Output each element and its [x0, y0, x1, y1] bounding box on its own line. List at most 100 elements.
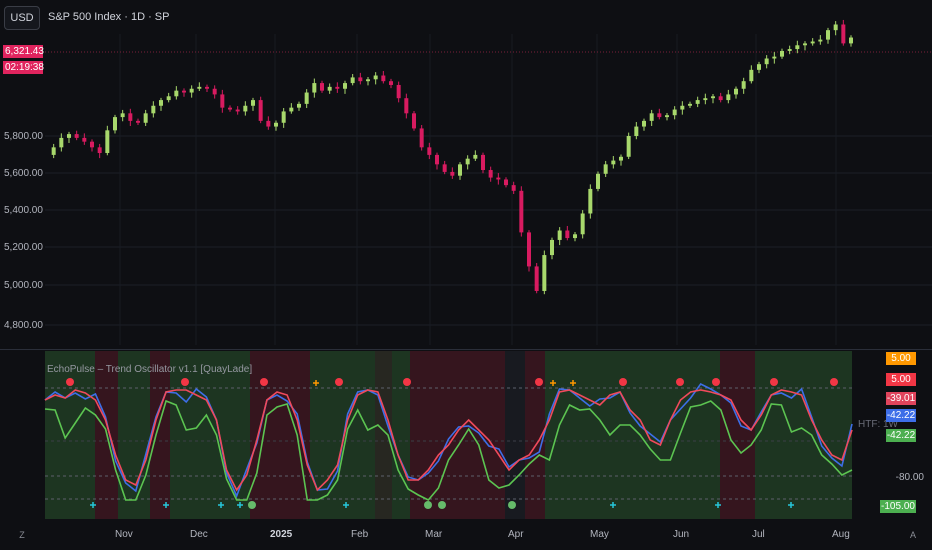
top-signal-dot — [66, 378, 74, 386]
top-signal-dot — [619, 378, 627, 386]
bottom-signal-dot — [248, 501, 256, 509]
candle-body — [803, 43, 807, 46]
candle-body — [780, 50, 784, 57]
candle-body — [350, 77, 355, 84]
candle-body — [634, 126, 639, 136]
candle-body — [665, 115, 669, 118]
candle-body — [703, 98, 708, 101]
candle-body — [557, 230, 562, 240]
candle-body — [826, 30, 830, 40]
candle-body — [649, 113, 654, 121]
top-signal-dot — [676, 378, 684, 386]
candle-body — [327, 86, 332, 91]
candle-body — [335, 86, 340, 89]
candle-body — [174, 90, 179, 97]
price-chart[interactable] — [0, 0, 932, 345]
time-label: Aug — [832, 529, 850, 540]
candle-body — [228, 107, 232, 110]
candle-body — [113, 117, 117, 131]
candle-body — [343, 83, 347, 89]
candle-body — [734, 88, 738, 95]
candle-body — [588, 188, 593, 214]
candle-body — [795, 45, 800, 50]
candle-body — [266, 120, 271, 127]
candle-body — [143, 113, 148, 123]
candle-body — [205, 86, 209, 89]
candle-body — [519, 190, 524, 233]
badge-blue: -42.22 — [886, 409, 916, 422]
candle-body — [435, 154, 439, 165]
timezone-button[interactable]: Z — [19, 530, 25, 540]
candle-body — [274, 122, 278, 127]
top-signal-dot — [770, 378, 778, 386]
candle-body — [189, 88, 194, 93]
price-axis-label: 5,600.00 — [4, 168, 43, 179]
candle-body — [51, 147, 56, 155]
candle-body — [220, 94, 225, 108]
candle-body — [67, 134, 71, 138]
candle-body — [833, 24, 838, 31]
candle-body — [59, 137, 64, 148]
candle-body — [527, 232, 531, 267]
price-axis-label: 5,000.00 — [4, 280, 43, 291]
candle-body — [366, 79, 370, 82]
bottom-signal-dot — [508, 501, 516, 509]
regime-band — [505, 351, 525, 519]
regime-band — [650, 351, 720, 519]
candle-body — [787, 49, 792, 51]
candle-body — [358, 77, 363, 82]
price-axis-label: 5,400.00 — [4, 205, 43, 216]
pane-separator[interactable] — [0, 349, 932, 350]
candle-body — [128, 113, 133, 121]
candle-body — [611, 160, 616, 165]
candle-body — [580, 213, 585, 235]
candle-body — [373, 75, 378, 80]
oscillator-title[interactable]: EchoPulse – Trend Oscillator v1.1 [QuayL… — [47, 364, 253, 375]
top-signal-dot — [403, 378, 411, 386]
candle-body — [458, 164, 462, 176]
candle-body — [396, 84, 401, 99]
osc-axis-label: -80.00 — [895, 472, 924, 483]
candle-body — [565, 230, 570, 239]
candle-body — [626, 136, 631, 157]
candle-body — [764, 58, 769, 65]
candle-body — [159, 100, 163, 106]
candle-body — [105, 130, 110, 154]
candle-body — [289, 107, 294, 112]
countdown-tag: 02:19:38 — [3, 61, 44, 74]
regime-band — [410, 351, 505, 519]
regime-band — [720, 351, 755, 519]
candle-body — [412, 113, 416, 129]
candle-body — [695, 100, 700, 104]
candle-body — [757, 64, 761, 70]
symbol-title[interactable]: S&P 500 Index · 1D · SP — [48, 11, 170, 23]
candle-body — [657, 113, 662, 118]
candle-body — [496, 177, 501, 180]
candle-body — [818, 39, 823, 42]
candle-body — [741, 81, 746, 89]
time-label: Nov — [115, 529, 133, 540]
badge-red-top: 5.00 — [886, 373, 916, 386]
red-line — [44, 389, 853, 492]
candle-body — [97, 147, 102, 154]
candle-body — [711, 96, 715, 99]
currency-button[interactable]: USD — [4, 6, 40, 30]
candle-body — [603, 164, 608, 174]
blue-line — [44, 382, 853, 499]
top-signal-dot — [830, 378, 838, 386]
regime-band — [310, 351, 375, 519]
candle-body — [136, 120, 140, 123]
candle-body — [297, 103, 301, 108]
candle-body — [841, 24, 846, 44]
candle-body — [726, 94, 731, 101]
candle-body — [381, 75, 386, 82]
top-signal-dot — [260, 378, 268, 386]
top-signal-dot — [181, 378, 189, 386]
regime-band — [375, 351, 392, 519]
regime-band — [755, 351, 852, 519]
candle-body — [281, 111, 286, 123]
auto-scale-button[interactable]: A — [909, 530, 916, 540]
candle-body — [74, 134, 79, 138]
htf-label: HTF: 1W — [858, 419, 898, 430]
